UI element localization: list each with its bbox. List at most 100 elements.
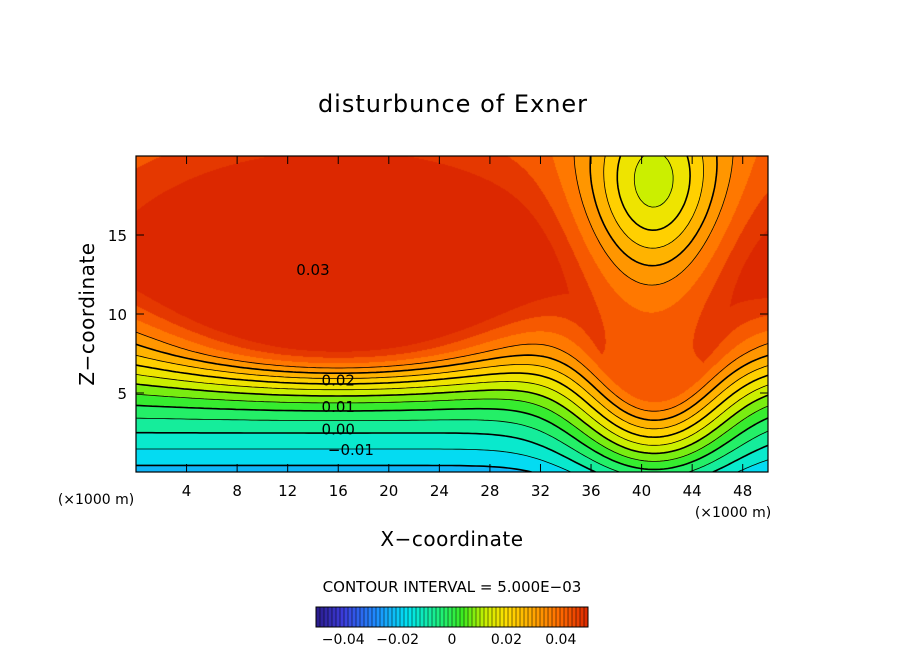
- colorbar-swatch: [440, 607, 445, 627]
- colorbar-tick-label: 0.04: [545, 632, 576, 648]
- colorbar-swatch: [564, 607, 569, 627]
- heatmap-field: [136, 156, 768, 472]
- colorbar-swatch: [396, 607, 401, 627]
- colorbar-swatch: [468, 607, 473, 627]
- colorbar-swatch: [576, 607, 581, 627]
- colorbar-swatch: [324, 607, 329, 627]
- colorbar-swatch: [364, 607, 369, 627]
- colorbar-swatch: [544, 607, 549, 627]
- colorbar-swatch: [408, 607, 413, 627]
- x-tick-label: 24: [430, 482, 449, 500]
- colorbar-swatch: [412, 607, 417, 627]
- colorbar-swatch: [568, 607, 573, 627]
- colorbar-swatch: [540, 607, 545, 627]
- colorbar-swatch: [404, 607, 409, 627]
- x-tick-label: 40: [632, 482, 651, 500]
- colorbar-swatch: [372, 607, 377, 627]
- colorbar-swatch: [476, 607, 481, 627]
- colorbar-swatch: [424, 607, 429, 627]
- x-tick-label: 32: [531, 482, 550, 500]
- colorbar-swatch: [416, 607, 421, 627]
- colorbar-frame: [315, 606, 589, 628]
- colorbar-swatch: [348, 607, 353, 627]
- colorbar-swatch: [500, 607, 505, 627]
- colorbar-swatch: [512, 607, 517, 627]
- colorbar-swatch: [352, 607, 357, 627]
- colorbar-swatch: [316, 607, 321, 627]
- x-axis-title: X−coordinate: [380, 527, 523, 551]
- colorbar-swatch: [376, 607, 381, 627]
- colorbar-tick-label: 0: [448, 632, 457, 648]
- colorbar-swatch: [528, 607, 533, 627]
- x-tick-label: 8: [232, 482, 242, 500]
- colorbar-swatch: [356, 607, 361, 627]
- x-tick-label: 4: [182, 482, 192, 500]
- colorbar-swatch: [360, 607, 365, 627]
- colorbar-swatch: [328, 607, 333, 627]
- x-tick-label: 12: [278, 482, 297, 500]
- contour-line: [136, 156, 768, 430]
- colorbar-swatch: [384, 607, 389, 627]
- contour-label: 0.01: [322, 398, 355, 416]
- colorbar-swatch: [436, 607, 441, 627]
- y-axis-title: Z−coordinate: [75, 242, 99, 385]
- colorbar-swatch: [580, 607, 585, 627]
- colorbar-swatch: [388, 607, 393, 627]
- colorbar-swatch: [516, 607, 521, 627]
- x-tick-label: 36: [581, 482, 600, 500]
- x-right-unit-label: (×1000 m): [695, 505, 771, 521]
- contour-line: [136, 156, 768, 412]
- contour-label: 0.00: [322, 420, 355, 438]
- x-tick-label: 44: [683, 482, 702, 500]
- colorbar-swatch: [484, 607, 489, 627]
- contour-line: [136, 417, 768, 472]
- contour-label: 0.02: [322, 371, 355, 389]
- colorbar-swatch: [420, 607, 425, 627]
- colorbar-swatch: [464, 607, 469, 627]
- colorbar-swatch: [452, 607, 457, 627]
- contour-lines: [136, 156, 768, 472]
- colorbar-swatch: [508, 607, 513, 627]
- colorbar-swatch: [560, 607, 565, 627]
- colorbar-swatch: [344, 607, 349, 627]
- colorbar-swatch: [456, 607, 461, 627]
- colorbar-swatch: [336, 607, 341, 627]
- colorbar-swatch: [552, 607, 557, 627]
- colorbar-swatch: [460, 607, 465, 627]
- colorbar-tick-label: 0.02: [491, 632, 522, 648]
- contour-line: [136, 383, 768, 455]
- colorbar-swatch: [380, 607, 385, 627]
- contour-line: [136, 448, 768, 472]
- contour-line: [136, 156, 768, 438]
- colorbar: [315, 606, 589, 628]
- contour-line: [136, 156, 768, 421]
- contour-label: 0.03: [296, 261, 329, 279]
- colorbar-tick-labels: −0.04 −0.02 0 0.02 0.04: [322, 632, 577, 648]
- colorbar-swatch: [572, 607, 577, 627]
- x-tick-label: 28: [480, 482, 499, 500]
- contour-interval-text: CONTOUR INTERVAL = 5.000E−03: [323, 578, 582, 596]
- y-tick-label: 5: [117, 385, 127, 403]
- x-left-unit-label: (×1000 m): [58, 492, 134, 508]
- contour-line: [136, 393, 768, 462]
- colorbar-swatch: [524, 607, 529, 627]
- colorbar-swatch: [532, 607, 537, 627]
- chart-title: disturbunce of Exner: [318, 90, 588, 118]
- contour-line: [136, 404, 768, 471]
- y-tick-label: 15: [108, 227, 127, 245]
- colorbar-swatch: [320, 607, 325, 627]
- x-tick-label: 16: [329, 482, 348, 500]
- contour-line: [136, 431, 768, 472]
- colorbar-swatch: [368, 607, 373, 627]
- colorbar-swatch: [496, 607, 501, 627]
- colorbar-swatch: [504, 607, 509, 627]
- contour-labels: 0.03 0.02 0.01 0.00 −0.01: [296, 261, 374, 459]
- colorbar-swatch: [444, 607, 449, 627]
- colorbar-tick-label: −0.02: [376, 632, 419, 648]
- colorbar-swatch: [492, 607, 497, 627]
- colorbar-swatch: [520, 607, 525, 627]
- x-tick-label: 20: [379, 482, 398, 500]
